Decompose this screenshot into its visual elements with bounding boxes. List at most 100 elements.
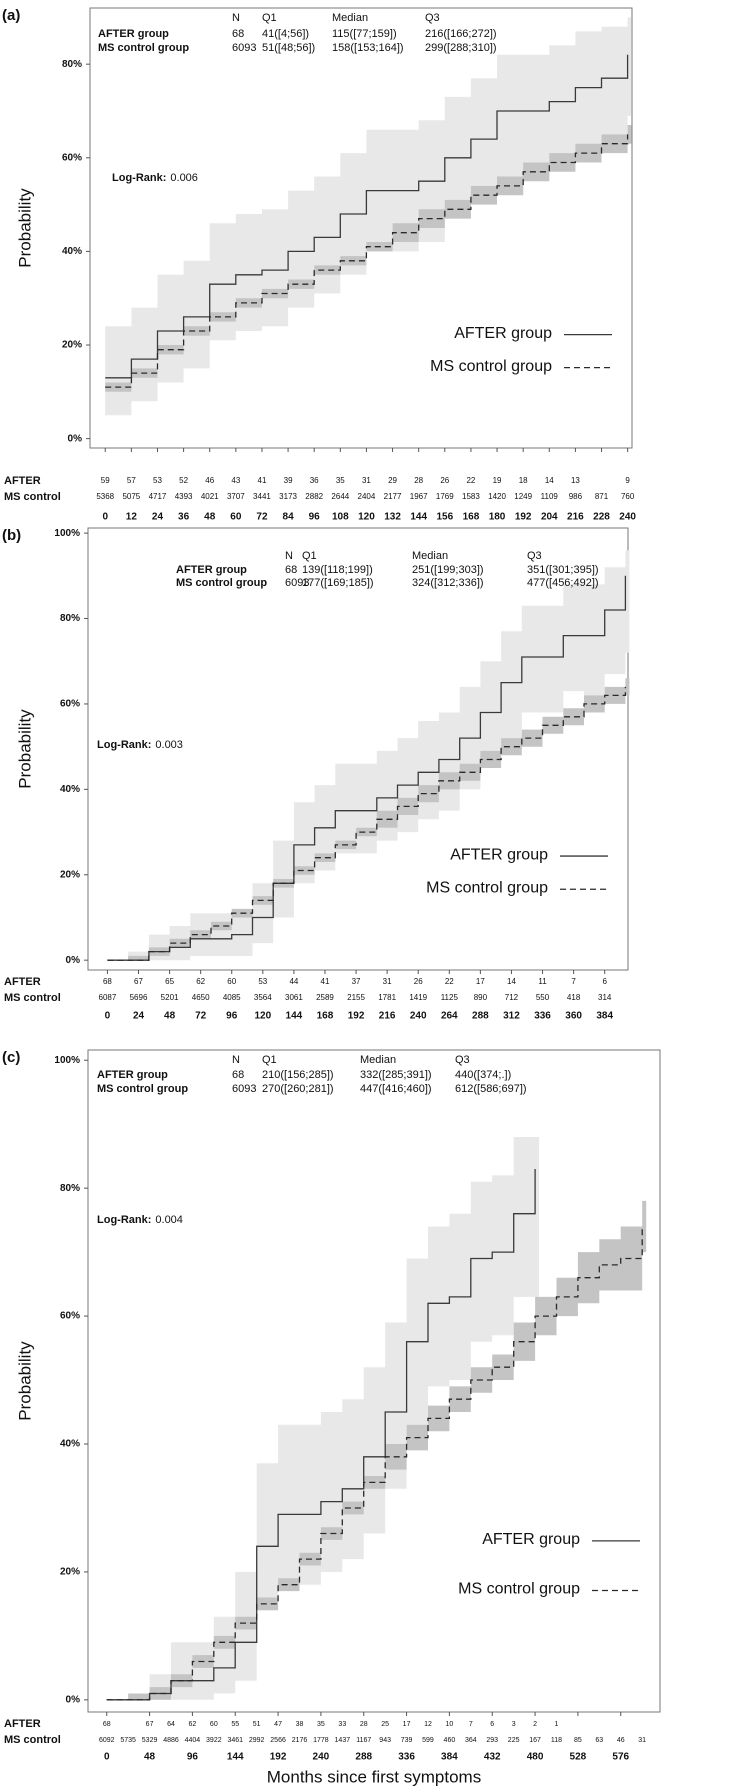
risk-count: 28 xyxy=(414,476,423,485)
risk-label: AFTER xyxy=(4,1718,41,1730)
risk-count: 52 xyxy=(179,476,188,485)
summary-group: AFTER group xyxy=(176,564,247,576)
x-tick-label: 144 xyxy=(286,1011,303,1022)
survival-line xyxy=(107,686,627,961)
x-tick-label: 144 xyxy=(227,1752,244,1763)
x-tick-label: 240 xyxy=(410,1011,427,1022)
summary-header: Median xyxy=(332,12,368,24)
risk-count: 1 xyxy=(555,1721,559,1728)
y-axis-label: Probability xyxy=(15,1341,34,1421)
risk-count: 37 xyxy=(352,977,361,986)
x-tick-label: 48 xyxy=(164,1011,176,1022)
risk-count: 35 xyxy=(336,476,345,485)
risk-count: 3922 xyxy=(206,1737,222,1744)
risk-count: 167 xyxy=(529,1737,541,1744)
risk-count: 26 xyxy=(440,476,449,485)
x-tick-label: 60 xyxy=(230,512,242,523)
y-tick-label: 100% xyxy=(54,1055,80,1066)
risk-count: 1778 xyxy=(313,1737,329,1744)
x-tick-label: 120 xyxy=(254,1011,271,1022)
plot-frame xyxy=(87,1049,661,1713)
risk-count: 293 xyxy=(486,1737,498,1744)
risk-count: 599 xyxy=(422,1737,434,1744)
survival-line xyxy=(105,134,629,388)
x-tick-label: 576 xyxy=(612,1752,629,1763)
x-tick-label: 384 xyxy=(596,1011,613,1022)
risk-count: 55 xyxy=(231,1721,239,1728)
y-axis-label: Probability xyxy=(15,188,34,268)
risk-count: 41 xyxy=(258,476,267,485)
risk-count: 1419 xyxy=(409,993,427,1002)
summary-cell: 216([166;272]) xyxy=(425,28,497,40)
survival-line xyxy=(106,1169,536,1701)
risk-count: 6 xyxy=(602,977,607,986)
risk-count: 2566 xyxy=(270,1737,286,1744)
summary-cell: 299([288;310]) xyxy=(425,42,497,54)
y-tick-label: 60% xyxy=(62,152,82,163)
x-tick-label: 120 xyxy=(358,512,375,523)
risk-count: 22 xyxy=(445,977,454,986)
risk-count: 63 xyxy=(595,1737,603,1744)
legend-label: MS control group xyxy=(426,879,548,896)
summary-cell: 612([586;697]) xyxy=(455,1083,527,1095)
summary-header: Q3 xyxy=(527,550,542,562)
risk-count: 4021 xyxy=(201,492,219,501)
x-tick-label: 96 xyxy=(187,1752,199,1763)
x-tick-label: 360 xyxy=(565,1011,582,1022)
risk-count: 29 xyxy=(388,476,397,485)
x-tick-label: 132 xyxy=(384,512,401,523)
risk-count: 25 xyxy=(381,1721,389,1728)
risk-count: 68 xyxy=(103,1721,111,1728)
risk-count: 3441 xyxy=(253,492,271,501)
risk-count: 2882 xyxy=(305,492,323,501)
summary-cell: 332([285;391]) xyxy=(360,1069,432,1081)
x-tick-label: 156 xyxy=(436,512,453,523)
ci-band xyxy=(106,1137,540,1700)
x-tick-label: 216 xyxy=(379,1011,396,1022)
risk-count: 5075 xyxy=(122,492,140,501)
x-tick-label: 528 xyxy=(570,1752,587,1763)
risk-count: 3 xyxy=(512,1721,516,1728)
risk-count: 46 xyxy=(205,476,214,485)
x-tick-label: 12 xyxy=(126,512,138,523)
panel-label: (b) xyxy=(2,527,21,544)
risk-count: 1583 xyxy=(462,492,480,501)
risk-count: 26 xyxy=(414,977,423,986)
x-tick-label: 384 xyxy=(441,1752,458,1763)
risk-count: 5201 xyxy=(161,993,179,1002)
summary-cell: 270([260;281]) xyxy=(262,1083,334,1095)
log-rank-value: 0.003 xyxy=(155,739,183,751)
x-tick-label: 108 xyxy=(332,512,349,523)
y-tick-label: 80% xyxy=(60,613,80,624)
x-tick-label: 48 xyxy=(144,1752,156,1763)
plot-frame xyxy=(87,527,629,971)
risk-label: AFTER xyxy=(4,976,41,988)
risk-count: 2 xyxy=(533,1721,537,1728)
x-tick-label: 336 xyxy=(534,1011,551,1022)
risk-count: 1249 xyxy=(514,492,532,501)
x-tick-label: 72 xyxy=(195,1011,207,1022)
summary-cell: 68 xyxy=(232,1069,244,1081)
risk-count: 460 xyxy=(444,1737,456,1744)
risk-count: 871 xyxy=(595,492,609,501)
y-tick-label: 80% xyxy=(62,59,82,70)
risk-count: 41 xyxy=(321,977,330,986)
summary-cell: 6093 xyxy=(232,42,256,54)
risk-count: 3061 xyxy=(285,993,303,1002)
risk-label: AFTER xyxy=(4,475,41,487)
x-tick-label: 168 xyxy=(317,1011,334,1022)
risk-count: 65 xyxy=(165,977,174,986)
risk-count: 986 xyxy=(569,492,583,501)
x-tick-label: 240 xyxy=(313,1752,330,1763)
risk-count: 67 xyxy=(134,977,143,986)
risk-count: 3461 xyxy=(227,1737,243,1744)
x-tick-label: 0 xyxy=(104,1752,110,1763)
risk-count: 2177 xyxy=(384,492,402,501)
y-tick-label: 40% xyxy=(60,784,80,795)
risk-count: 2992 xyxy=(249,1737,265,1744)
risk-count: 225 xyxy=(508,1737,520,1744)
risk-count: 39 xyxy=(284,476,293,485)
risk-count: 59 xyxy=(101,476,110,485)
log-rank-label: Log-Rank: xyxy=(112,172,166,184)
risk-count: 1769 xyxy=(436,492,454,501)
